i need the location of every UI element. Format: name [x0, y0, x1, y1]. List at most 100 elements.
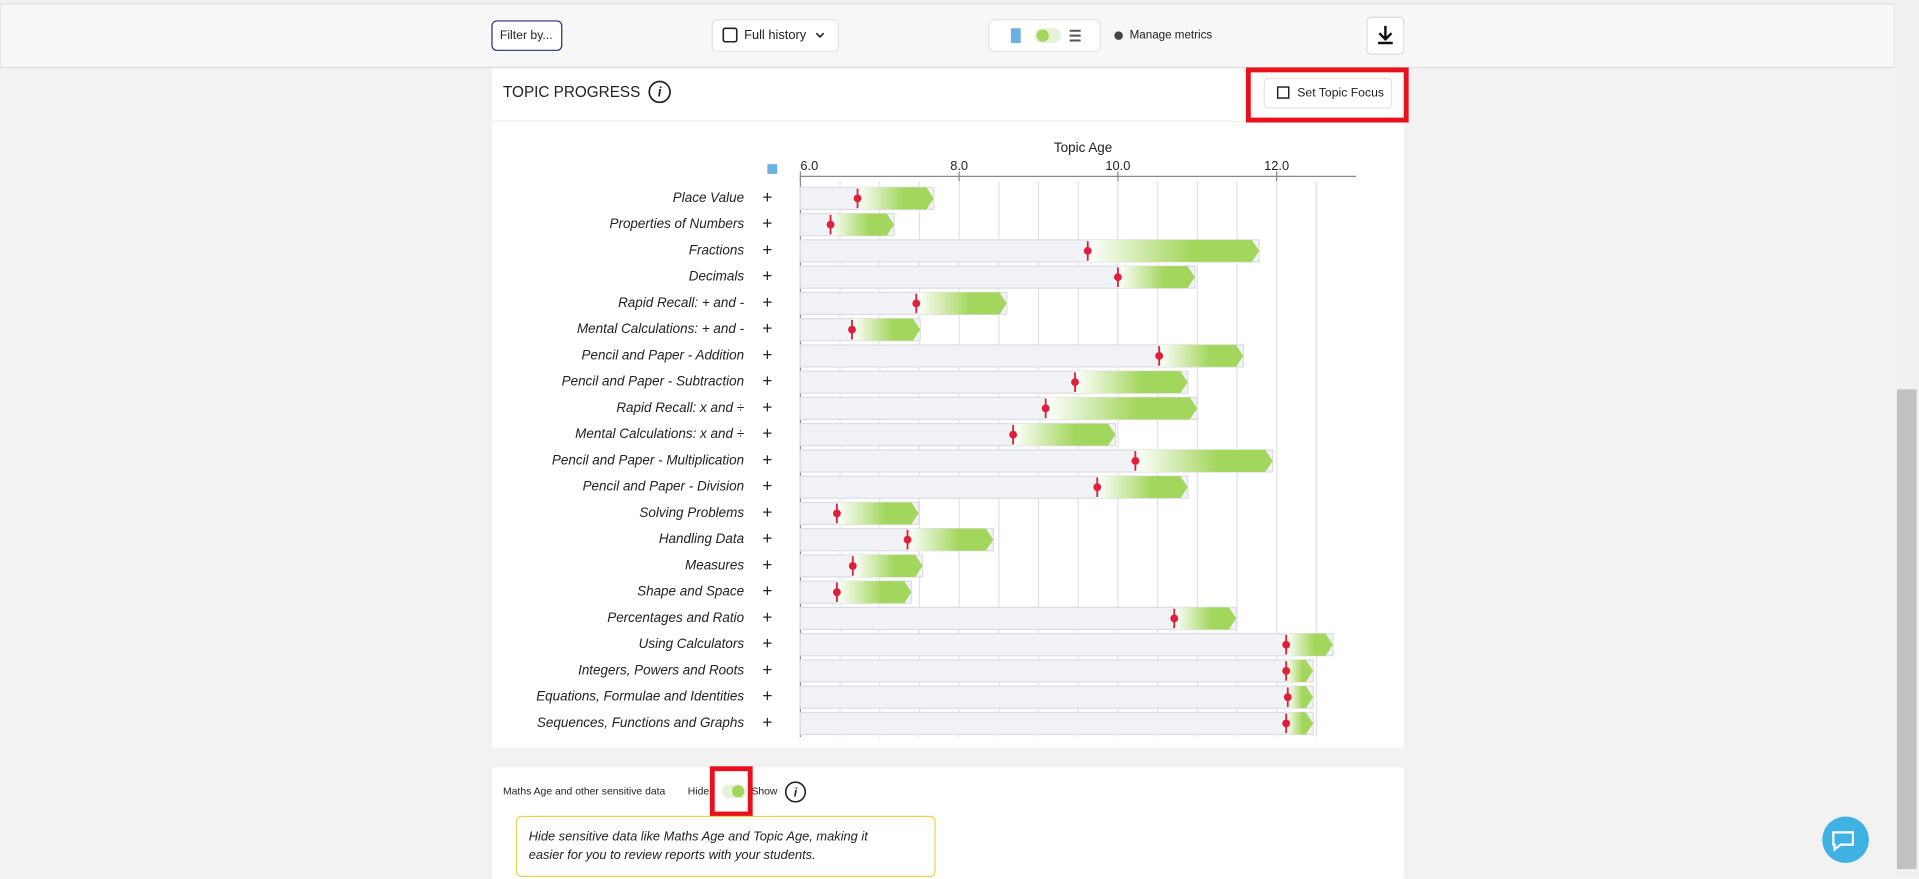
sensitive-label: Maths Age and other sensitive data [503, 787, 666, 798]
expand-icon[interactable]: + [762, 659, 772, 679]
age-marker [848, 562, 857, 570]
age-marker [1155, 351, 1164, 360]
topic-label: Handling Data [659, 531, 745, 546]
info-icon[interactable] [648, 80, 671, 104]
expand-icon[interactable]: + [762, 712, 772, 732]
axis-title: Topic Age [1054, 140, 1112, 155]
progress-bar [1159, 344, 1244, 367]
calendar-icon [722, 27, 738, 43]
focus-button[interactable] [1263, 77, 1393, 109]
expand-icon[interactable]: + [762, 423, 772, 443]
show-label: Show [751, 787, 777, 798]
progress-bar [836, 581, 912, 604]
age-marker [912, 299, 921, 308]
topic-label: Rapid Recall: x and ÷ [616, 400, 744, 415]
x-tick-label: 8.0 [950, 158, 968, 173]
progress-bar [1013, 423, 1116, 446]
chat-icon [1832, 831, 1855, 852]
topic-label: Pencil and Paper - Addition [582, 347, 745, 362]
track [799, 685, 1314, 709]
toggle-knob [731, 785, 745, 798]
expand-icon[interactable]: + [762, 633, 772, 653]
x-tick-label: 12.0 [1264, 158, 1289, 173]
chat-button[interactable] [1822, 816, 1869, 863]
expand-icon[interactable]: + [762, 581, 772, 601]
age-marker [1282, 640, 1291, 649]
age-marker [853, 194, 862, 203]
history-button[interactable] [711, 19, 839, 53]
progress-bar [836, 502, 919, 525]
x-tick-label: 6.0 [800, 158, 818, 173]
toggle-knob [1036, 29, 1049, 42]
topic-label: Fractions [689, 242, 745, 257]
age-marker [1282, 667, 1291, 675]
topic-label: Shape and Space [637, 584, 744, 599]
expand-icon[interactable]: + [762, 266, 772, 286]
expand-icon[interactable]: + [762, 318, 772, 338]
expand-icon[interactable]: + [762, 502, 772, 522]
topic-label: Using Calculators [639, 636, 745, 651]
topic-label: Mental Calculations: + and - [577, 321, 745, 336]
track [799, 344, 1244, 368]
expand-icon[interactable]: + [762, 213, 772, 233]
topic-label: Properties of Numbers [610, 216, 745, 231]
progress-bar [1287, 686, 1314, 709]
expand-icon[interactable]: + [762, 371, 772, 391]
highlight-box [709, 766, 753, 817]
expand-icon[interactable]: + [762, 686, 772, 706]
external-icon [1276, 86, 1290, 99]
age-marker [1283, 693, 1292, 702]
expand-icon[interactable]: + [762, 476, 772, 496]
x-tick-label: 10.0 [1105, 158, 1130, 173]
filter-button[interactable] [491, 20, 563, 51]
progress-bar [851, 318, 921, 341]
topic-label: Pencil and Paper - Multiplication [552, 452, 744, 467]
topic-label: Sequences, Functions and Graphs [537, 715, 744, 730]
highlight-box [1245, 67, 1409, 123]
metrics-label[interactable]: Manage metrics [1130, 29, 1213, 42]
expand-icon[interactable]: + [762, 292, 772, 312]
history-label: Full history [744, 27, 807, 42]
progress-bar [1097, 476, 1188, 499]
age-marker [832, 588, 841, 597]
progress-bar [907, 528, 994, 551]
age-marker [1113, 273, 1122, 282]
age-marker [826, 220, 835, 229]
expand-icon[interactable]: + [762, 397, 772, 417]
topic-label: Place Value [673, 190, 744, 205]
progress-bar [1075, 371, 1188, 394]
track [799, 633, 1334, 657]
topic-label: Solving Problems [639, 505, 744, 520]
note-text: Hide sensitive data like Maths Age and T… [529, 829, 870, 844]
download-icon [1378, 25, 1393, 45]
progress-bar [1117, 266, 1195, 289]
topic-label: Percentages and Ratio [607, 610, 744, 625]
expand-icon[interactable]: + [762, 239, 772, 259]
topic-label: Integers, Powers and Roots [578, 662, 744, 677]
topic-label: Mental Calculations: x and ÷ [575, 426, 745, 441]
expand-icon[interactable]: + [762, 344, 772, 364]
topic-label: Measures [685, 557, 744, 572]
progress-bar [852, 554, 923, 577]
track [799, 711, 1314, 736]
age-marker [1131, 457, 1140, 465]
expand-icon[interactable]: + [762, 607, 772, 627]
expand-icon[interactable]: + [762, 449, 772, 469]
expand-icon[interactable]: + [762, 187, 772, 207]
expand-icon[interactable]: + [762, 528, 772, 548]
age-marker [1093, 483, 1102, 492]
scroll-thumb[interactable] [1896, 389, 1917, 870]
info-icon[interactable] [784, 781, 807, 803]
progress-bar [1087, 239, 1260, 262]
note-box [515, 815, 936, 878]
age-marker [832, 509, 841, 518]
age-marker [1083, 246, 1092, 255]
age-marker [1009, 430, 1018, 439]
info-glyph: i [658, 85, 662, 100]
progress-bar [1286, 633, 1334, 656]
expand-icon[interactable]: + [762, 554, 772, 574]
chart-icon [767, 164, 778, 174]
progress-bar [916, 292, 1007, 315]
progress-bar [1045, 397, 1198, 420]
